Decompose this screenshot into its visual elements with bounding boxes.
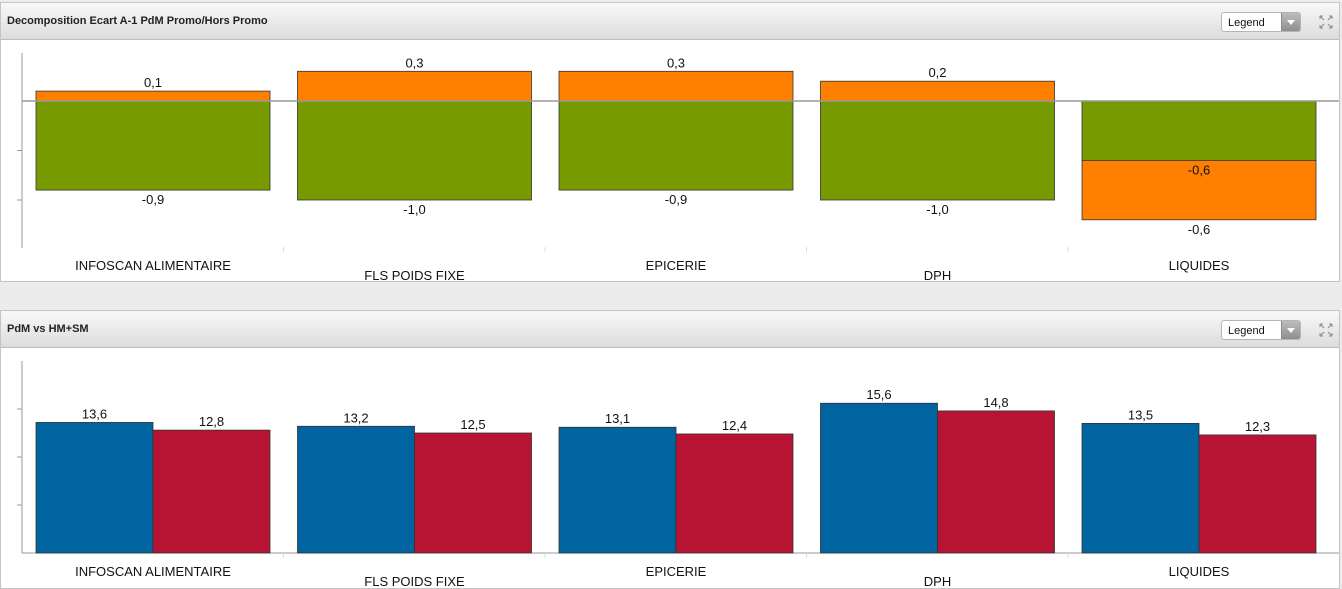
bar	[152, 429, 271, 554]
chart-panel-pdm: PdM vs HM+SM Legend 13,6 12,8 INFOSCAN ALI…	[0, 310, 1340, 589]
data-label: 12,8	[199, 414, 224, 429]
expand-icon[interactable]	[1318, 14, 1334, 30]
data-label: 0,3	[405, 55, 423, 70]
x-tick-label: FLS POIDS FIXE	[364, 574, 465, 588]
legend-dropdown[interactable]: Legend	[1221, 12, 1301, 32]
legend-dropdown[interactable]: Legend	[1221, 320, 1301, 340]
data-label: 0,3	[667, 55, 685, 70]
bar-segment	[35, 100, 271, 191]
data-label: 13,2	[343, 410, 368, 425]
expand-icon[interactable]	[1318, 322, 1334, 338]
bar-segment	[1081, 100, 1317, 161]
x-tick-label: DPH	[924, 268, 951, 281]
bar	[1081, 423, 1200, 554]
data-label: 13,6	[82, 406, 107, 421]
data-label: 12,5	[460, 417, 485, 432]
bar-segment	[297, 100, 532, 201]
data-label: 15,6	[866, 387, 891, 402]
data-label: -0,6	[1188, 162, 1210, 177]
data-label: 0,1	[144, 75, 162, 90]
x-tick-label: DPH	[924, 574, 951, 588]
data-label: -0,6	[1188, 222, 1210, 237]
data-label: 12,4	[722, 418, 747, 433]
bar	[675, 433, 794, 554]
x-tick-label: INFOSCAN ALIMENTAIRE	[75, 258, 231, 273]
data-label: 12,3	[1245, 419, 1270, 434]
chevron-down-icon[interactable]	[1281, 321, 1300, 339]
grouped-bar-chart: 13,6 12,8 INFOSCAN ALIMENTAIRE 13,2 12,5 FLS …	[17, 361, 1339, 588]
panel-header: Decomposition Ecart A-1 PdM Promo/Hors P…	[1, 3, 1339, 40]
data-label: -0,9	[665, 192, 687, 207]
bar-segment	[297, 70, 532, 102]
chevron-down-icon[interactable]	[1281, 13, 1300, 31]
data-label: 13,5	[1128, 407, 1153, 422]
data-label: 14,8	[983, 395, 1008, 410]
data-label: 13,1	[605, 411, 630, 426]
x-tick-label: INFOSCAN ALIMENTAIRE	[75, 564, 231, 579]
bar	[820, 402, 938, 554]
x-tick-label: LIQUIDES	[1169, 258, 1230, 273]
bar-segment	[820, 100, 1055, 201]
legend-dropdown-label: Legend	[1228, 325, 1265, 337]
bar	[414, 432, 532, 554]
stacked-bar-chart: 0,1 -0,9 INFOSCAN ALIMENTAIRE 0,3 -1,0 FLS PO…	[17, 53, 1339, 281]
panel-header: PdM vs HM+SM Legend	[1, 311, 1339, 348]
bar	[1198, 434, 1317, 554]
x-tick-label: EPICERIE	[646, 564, 707, 579]
bar	[937, 410, 1055, 554]
bar-segment	[558, 70, 794, 102]
x-tick-label: FLS POIDS FIXE	[364, 268, 465, 281]
chart-panel-decomposition: Decomposition Ecart A-1 PdM Promo/Hors P…	[0, 2, 1340, 282]
legend-dropdown-label: Legend	[1228, 17, 1265, 29]
data-label: -1,0	[403, 202, 425, 217]
data-label: -1,0	[926, 202, 948, 217]
panel-title: PdM vs HM+SM	[7, 323, 89, 335]
bar	[297, 425, 415, 554]
x-tick-label: EPICERIE	[646, 258, 707, 273]
bar	[35, 422, 154, 554]
bar	[558, 426, 677, 554]
panel-title: Decomposition Ecart A-1 PdM Promo/Hors P…	[7, 15, 268, 27]
bar-segment	[35, 90, 271, 102]
x-tick-label: LIQUIDES	[1169, 564, 1230, 579]
bar-segment	[820, 80, 1055, 102]
data-label: 0,2	[928, 65, 946, 80]
bar-segment	[1081, 160, 1317, 221]
bar-segment	[558, 100, 794, 191]
data-label: -0,9	[142, 192, 164, 207]
